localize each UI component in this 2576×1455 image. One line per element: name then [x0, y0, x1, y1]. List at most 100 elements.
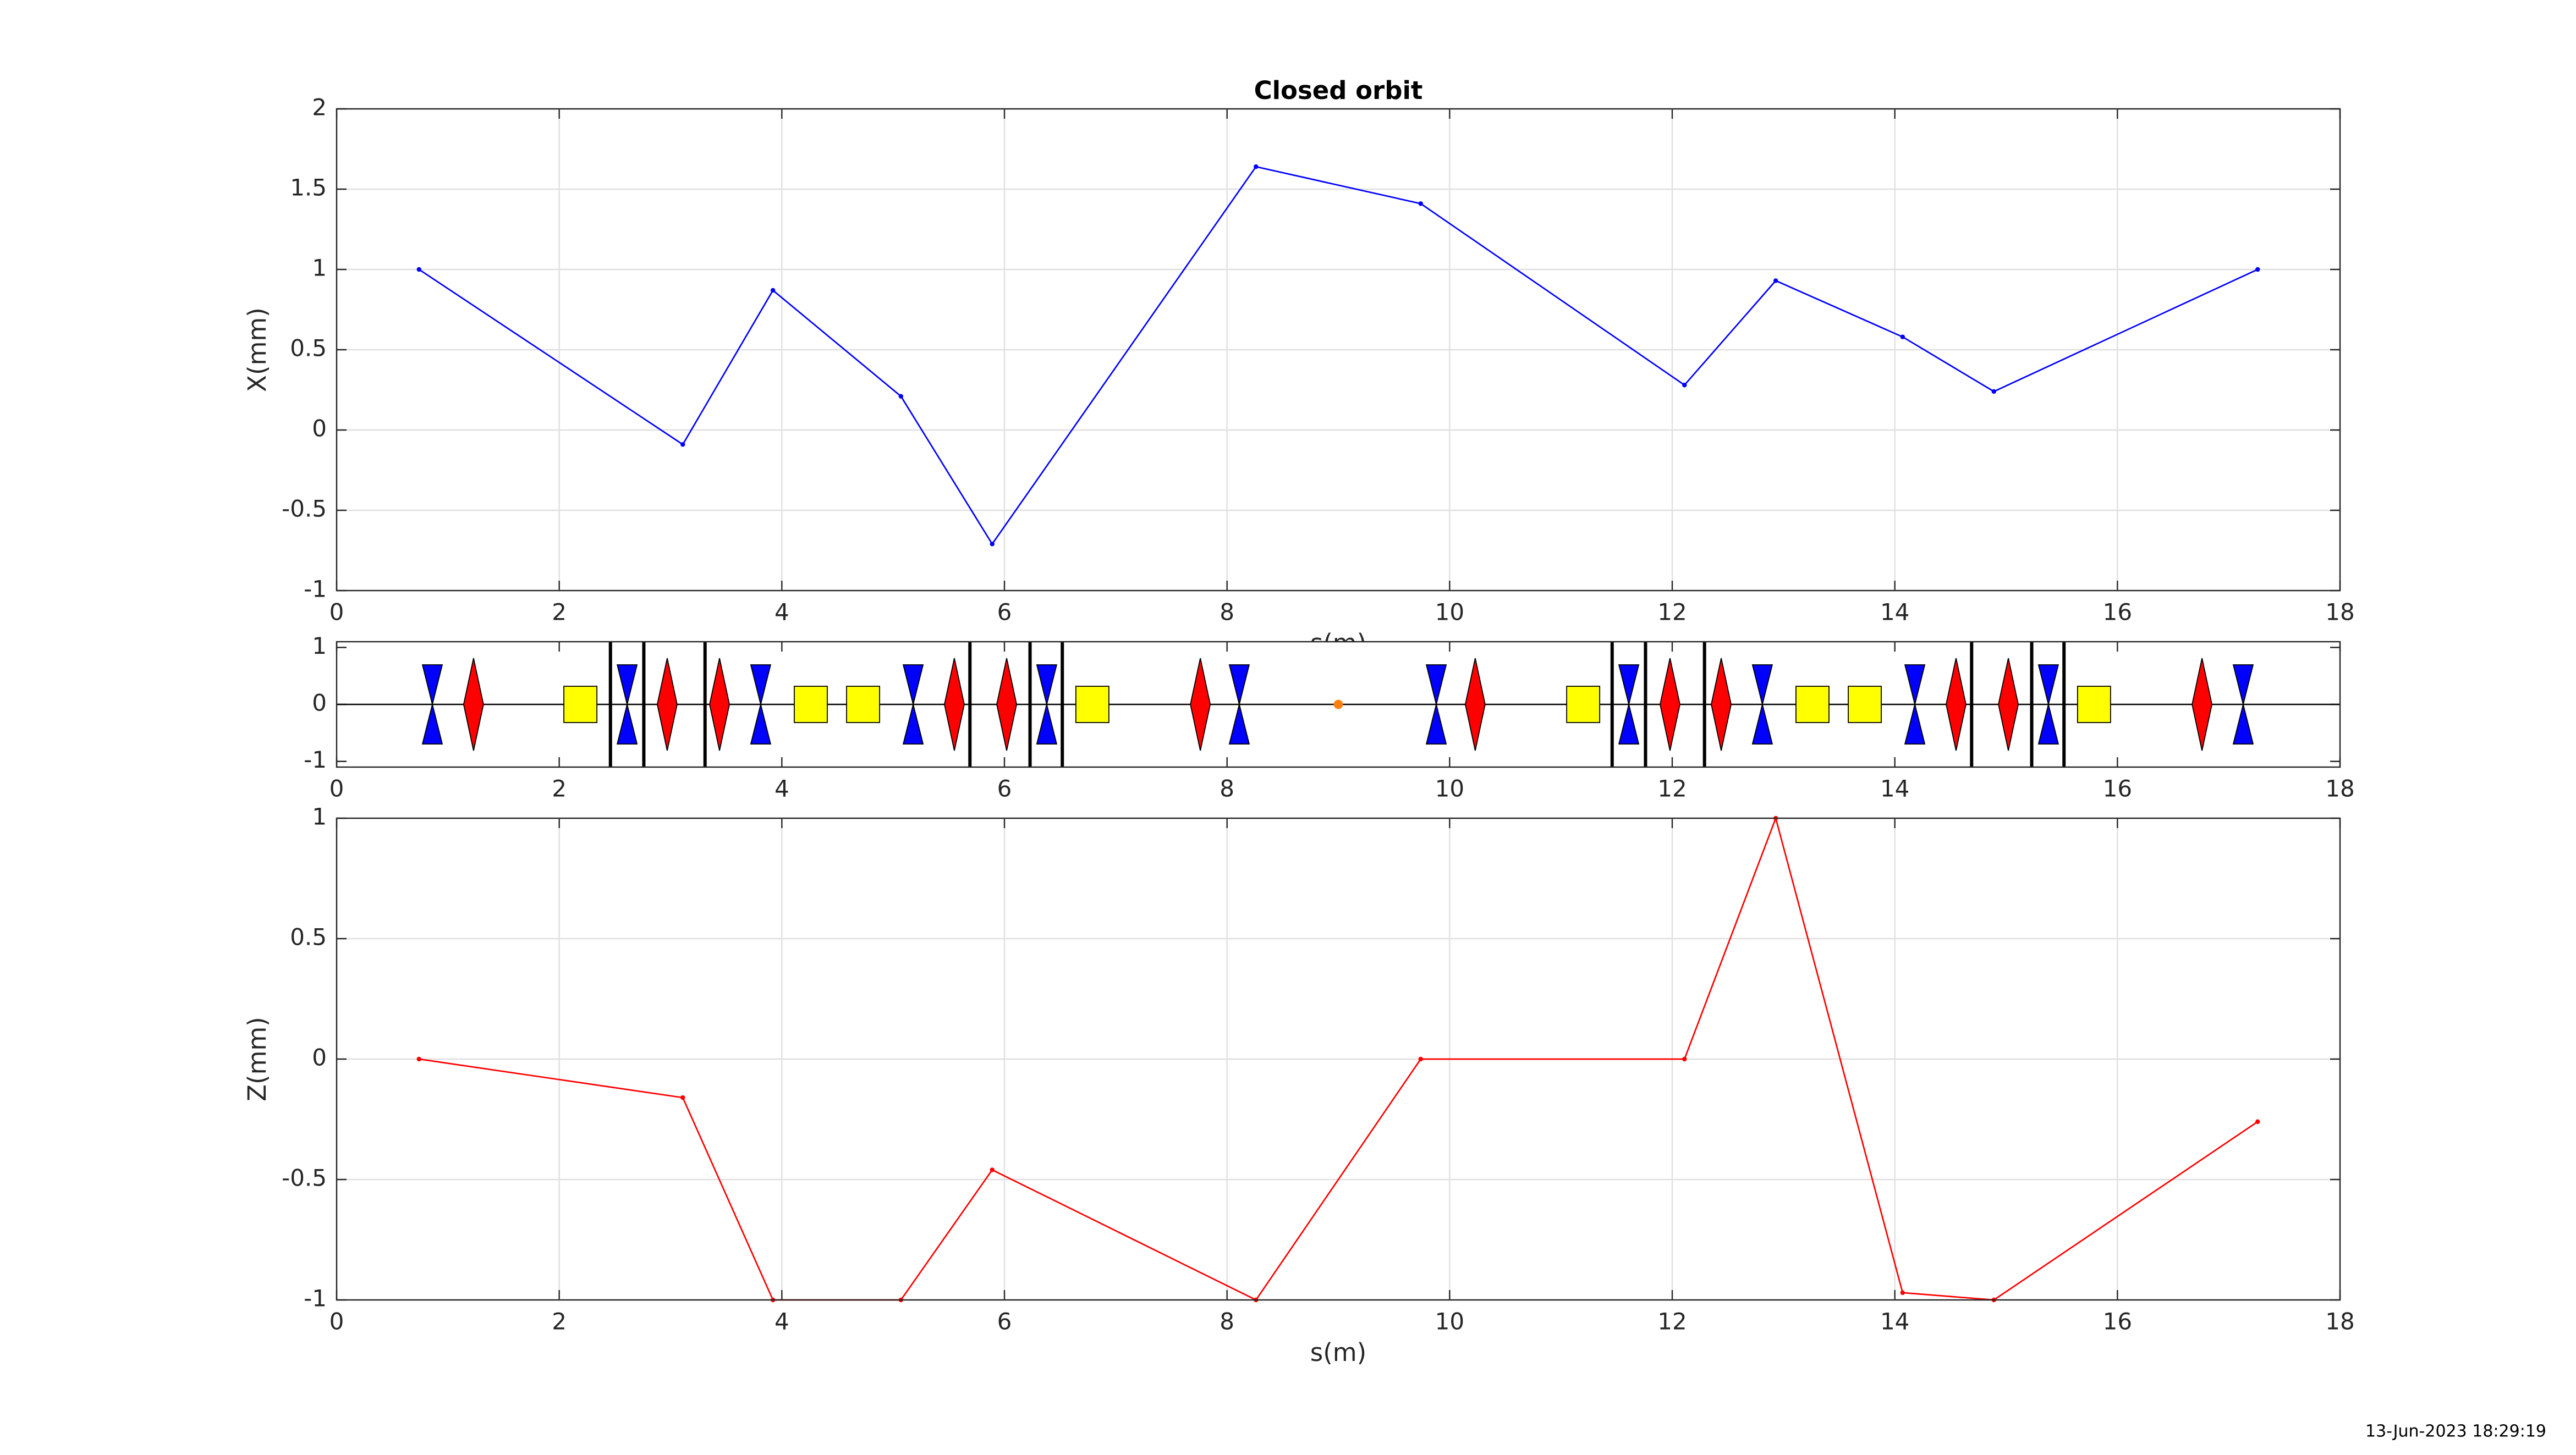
- axes-box: [336, 817, 2341, 1301]
- data-point: [416, 1056, 421, 1062]
- data-point: [1773, 278, 1778, 283]
- x-tick-label: 18: [2325, 775, 2354, 802]
- dipole: [1848, 686, 1882, 723]
- focusing-quad: [944, 658, 965, 751]
- data-point: [990, 1167, 995, 1172]
- defocusing-quad: [2037, 664, 2059, 745]
- data-point: [1418, 1056, 1423, 1062]
- data-point: [1900, 1290, 1905, 1296]
- focusing-quad: [1190, 658, 1211, 751]
- chart-title: Closed orbit: [1254, 76, 1423, 105]
- focusing-quad: [996, 658, 1017, 751]
- x-tick-label: 6: [997, 1308, 1012, 1335]
- x-tick-label: 16: [2103, 775, 2132, 802]
- y-tick-label: 0: [312, 415, 327, 442]
- focusing-quad: [1998, 658, 2019, 751]
- focusing-quad: [1946, 658, 1967, 751]
- focusing-quad: [2191, 658, 2213, 751]
- x-axis-label: s(m): [1310, 1338, 1366, 1367]
- y-tick-label: -0.5: [282, 1165, 327, 1192]
- data-point: [770, 288, 776, 293]
- dipole: [794, 686, 828, 723]
- data-line: [419, 815, 2259, 1301]
- focusing-quad: [657, 658, 678, 751]
- data-point: [1254, 164, 1259, 169]
- dipole: [1566, 686, 1601, 723]
- dipole: [563, 686, 598, 723]
- x-tick-label: 10: [1435, 599, 1464, 626]
- y-tick-label: 0.5: [290, 924, 327, 951]
- defocusing-quad: [616, 664, 638, 745]
- x-tick-label: 2: [552, 1308, 567, 1335]
- data-line: [418, 166, 2258, 545]
- data-point: [680, 442, 685, 447]
- defocusing-quad: [1751, 664, 1773, 745]
- defocusing-quad: [421, 664, 443, 745]
- x-tick-label: 12: [1657, 1308, 1687, 1335]
- defocusing-quad: [2232, 664, 2254, 745]
- x-tick-label: 10: [1435, 775, 1464, 802]
- x-tick-label: 16: [2103, 1308, 2132, 1335]
- data-point: [416, 267, 421, 272]
- x-tick-label: 18: [2325, 599, 2354, 626]
- defocusing-quad: [1036, 664, 1058, 745]
- y-tick-label: 1: [312, 632, 327, 659]
- y-axis-label: X(mm): [243, 307, 272, 392]
- x-tick-label: 14: [1880, 1308, 1909, 1335]
- x-tick-label: 2: [552, 775, 567, 802]
- defocusing-quad: [1228, 664, 1250, 745]
- dipole: [2077, 686, 2111, 723]
- x-tick-label: 4: [775, 599, 789, 626]
- dipole: [1075, 686, 1110, 723]
- x-tick-label: 4: [775, 775, 789, 802]
- data-point: [680, 1095, 685, 1100]
- y-tick-label: -1: [304, 576, 327, 603]
- axes-box: [336, 108, 2341, 592]
- x-tick-label: 8: [1220, 599, 1234, 626]
- focusing-quad: [1660, 658, 1680, 751]
- x-tick-label: 0: [329, 599, 344, 626]
- y-axis-label: Z(mm): [243, 1017, 272, 1101]
- x-tick-label: 4: [775, 1308, 789, 1335]
- data-point: [1682, 383, 1687, 388]
- defocusing-quad: [1425, 664, 1447, 745]
- y-tick-label: 0: [312, 1044, 327, 1071]
- data-point: [2255, 1119, 2260, 1125]
- x-tick-label: 0: [329, 1308, 344, 1335]
- x-tick-label: 16: [2103, 599, 2132, 626]
- data-point: [1900, 334, 1905, 339]
- axes-box: [336, 641, 2341, 768]
- y-tick-label: 1: [312, 803, 327, 830]
- timestamp: 13-Jun-2023 18:29:19: [2365, 1422, 2546, 1441]
- data-point: [1991, 389, 1996, 394]
- data-point: [1682, 1056, 1687, 1062]
- x-tick-label: 2: [552, 599, 567, 626]
- defocusing-quad: [1618, 664, 1640, 745]
- defocusing-quad: [902, 664, 924, 745]
- x-tick-label: 14: [1880, 775, 1909, 802]
- x-tick-label: 8: [1220, 1308, 1234, 1335]
- marker: [1333, 699, 1343, 709]
- defocusing-quad: [750, 664, 772, 745]
- focusing-quad: [463, 658, 484, 751]
- focusing-quad: [1711, 658, 1732, 751]
- y-tick-label: -1: [304, 1285, 327, 1312]
- y-tick-label: -0.5: [282, 495, 327, 522]
- x-tick-label: 14: [1880, 599, 1909, 626]
- x-tick-label: 6: [997, 599, 1012, 626]
- x-tick-label: 0: [329, 775, 344, 802]
- y-tick-label: 1.5: [290, 174, 327, 201]
- data-point: [2255, 267, 2260, 272]
- y-tick-label: 0.5: [290, 335, 327, 362]
- data-point: [990, 542, 995, 547]
- defocusing-quad: [1904, 664, 1926, 745]
- dipole: [1795, 686, 1830, 723]
- x-tick-label: 12: [1657, 775, 1687, 802]
- dipole: [846, 686, 880, 723]
- data-point: [898, 394, 904, 399]
- y-tick-label: 1: [312, 255, 327, 282]
- focusing-quad: [709, 658, 730, 751]
- y-tick-label: 0: [312, 690, 327, 717]
- x-tick-label: 6: [997, 775, 1012, 802]
